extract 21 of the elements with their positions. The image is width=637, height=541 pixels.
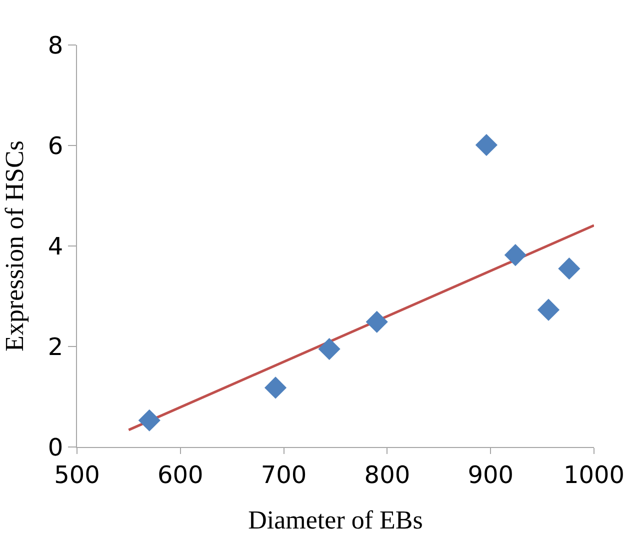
y-tick-label: 2 [48,332,64,361]
point [537,298,560,321]
y-tick-label: 6 [48,132,64,160]
point [138,409,160,432]
x-axis-title: Diameter of EBs [248,506,423,534]
point [366,310,388,333]
x-tick-label: 600 [157,460,204,489]
point [475,134,498,156]
point [318,338,340,360]
x-tick-label: 900 [468,460,514,489]
x-tick-label: 1000 [563,460,625,489]
x-tick-label: 700 [260,460,307,489]
y-tick-label: 0 [48,433,64,462]
x-tick-label: 800 [364,460,410,489]
y-tick-label: 4 [48,232,64,260]
point [264,376,287,399]
point [558,258,580,280]
y-axis-title: Expression of HSCs [0,140,29,352]
y-tick-label: 8 [48,31,64,60]
x-tick-label: 500 [54,460,100,489]
point [504,244,526,266]
